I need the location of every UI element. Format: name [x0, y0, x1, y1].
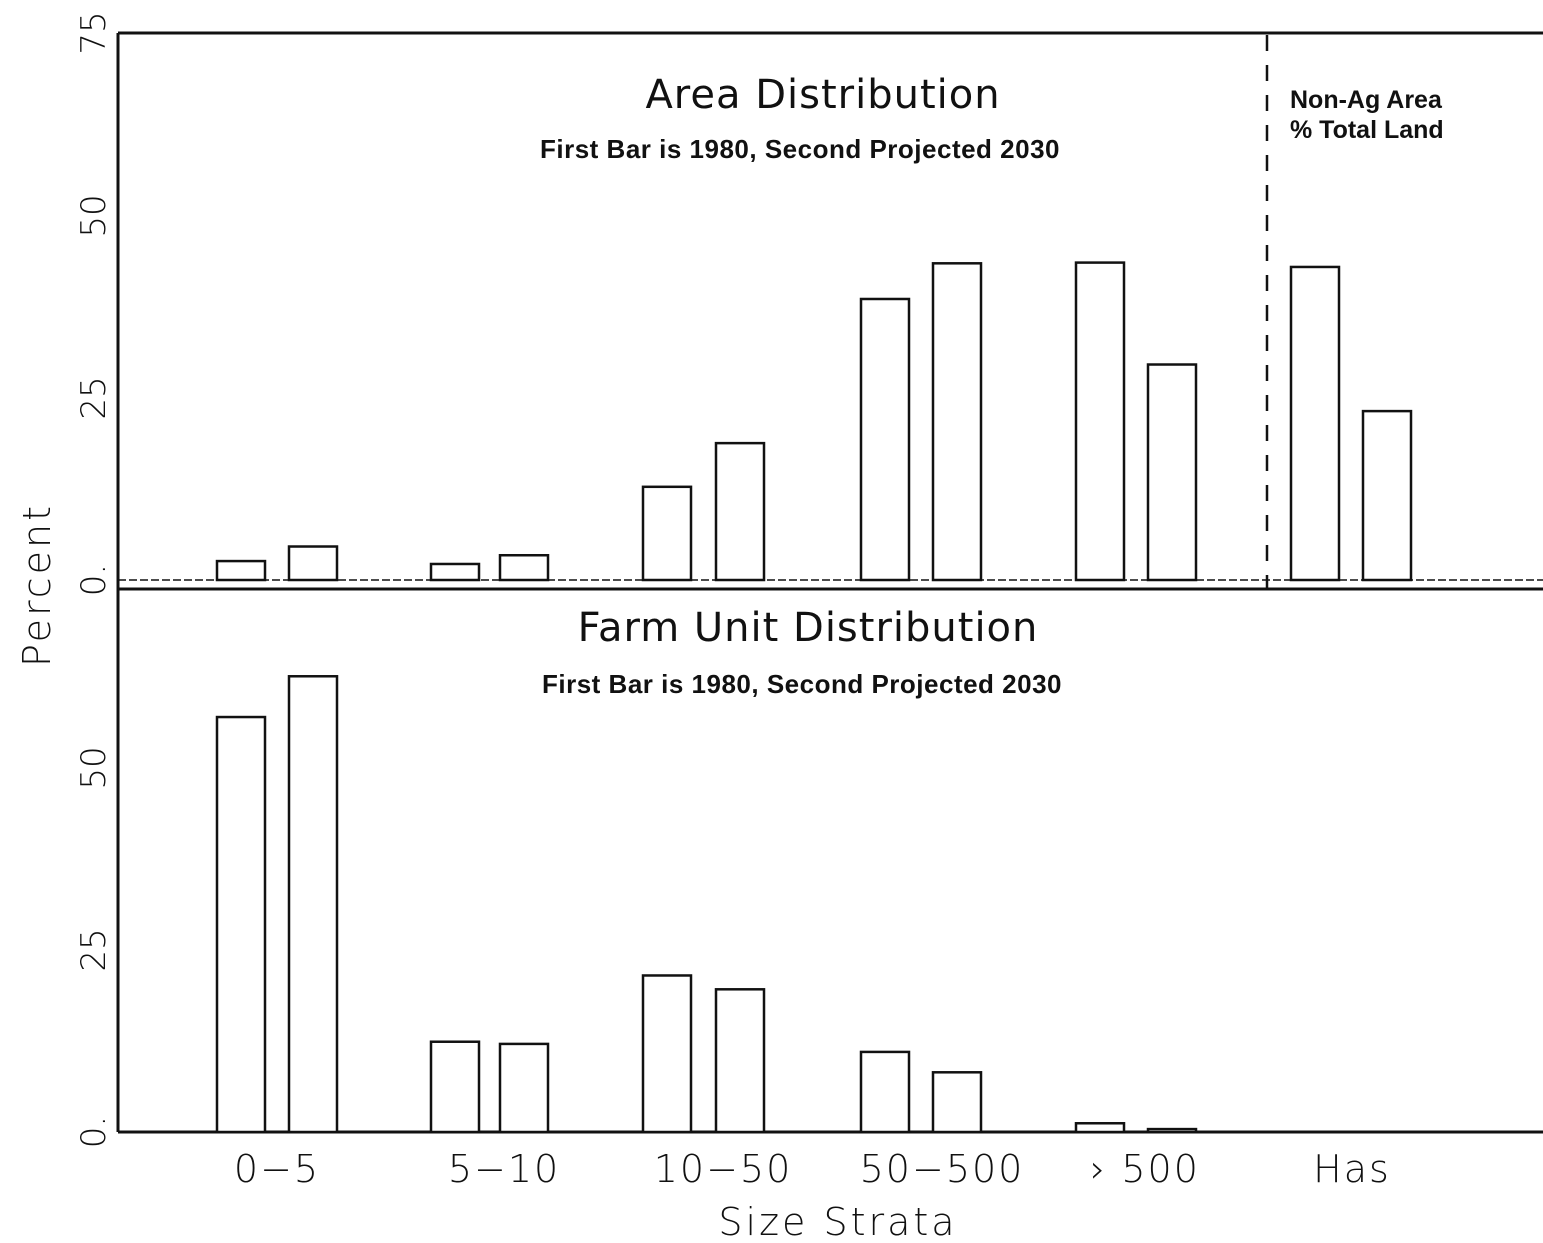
farm-bar-50-500-1980 — [859, 1050, 911, 1134]
non-ag-annotation-line2: % Total Land — [1290, 116, 1444, 144]
farm-bar-500-2030 — [1146, 1127, 1198, 1134]
farm-bar-50-500-2030 — [931, 1071, 983, 1134]
area-bar-5-10-1980 — [429, 562, 481, 582]
area-bar-5-10-2030 — [498, 553, 550, 582]
y-tick-bottom-25: 25 — [74, 928, 114, 971]
y-axis-title: Percent — [15, 503, 59, 667]
farm-bar-500-1980 — [1074, 1122, 1126, 1134]
farm-bar-5-10-2030 — [498, 1042, 550, 1134]
farm-bar-10-50-2030 — [714, 988, 766, 1134]
x-tick-10-50: 10−50 — [654, 1147, 793, 1191]
y-tick-top-50: 50 — [74, 194, 114, 237]
y-tick-bottom-50: 50 — [74, 746, 114, 789]
x-tick-0-5: 0−5 — [234, 1147, 320, 1191]
area-chart-subtitle: First Bar is 1980, Second Projected 2030 — [540, 134, 1060, 164]
y-tick-top-25: 25 — [74, 376, 114, 419]
area-chart-title: Area Distribution — [645, 72, 1000, 118]
area-bar-0-5-1980 — [215, 559, 267, 582]
area-bar-500-2030 — [1146, 363, 1198, 582]
farm-chart-subtitle: First Bar is 1980, Second Projected 2030 — [542, 669, 1062, 699]
farm-bar-0-5-2030 — [287, 675, 339, 1134]
farm-bar-10-50-1980 — [641, 974, 693, 1134]
farm-bar-5-10-1980 — [429, 1040, 481, 1134]
non-ag-annotation-line1: Non-Ag Area — [1290, 86, 1443, 114]
area-bar-has-2030 — [1361, 409, 1413, 582]
y-tick-bottom-0: 0. — [74, 1116, 114, 1148]
farm-chart-title: Farm Unit Distribution — [578, 605, 1039, 651]
area-bar-10-50-1980 — [641, 485, 693, 582]
x-axis-title: Size Strata — [718, 1200, 957, 1243]
x-tick-has: Has — [1313, 1147, 1391, 1191]
y-tick-top-0: 0. — [74, 564, 114, 596]
area-bar-50-500-1980 — [859, 297, 911, 582]
bars-group — [215, 261, 1413, 1134]
area-bar-500-1980 — [1074, 261, 1126, 582]
x-tick-gt-500: › 500 — [1090, 1147, 1200, 1191]
area-bar-50-500-2030 — [931, 262, 983, 582]
area-bar-10-50-2030 — [714, 441, 766, 582]
y-tick-top-75: 75 — [74, 11, 114, 54]
farm-bar-0-5-1980 — [215, 715, 267, 1134]
x-tick-50-500: 50−500 — [860, 1147, 1025, 1191]
area-bar-0-5-2030 — [287, 545, 339, 582]
area-bar-has-1980 — [1289, 265, 1341, 582]
x-tick-5-10: 5−10 — [448, 1147, 560, 1191]
